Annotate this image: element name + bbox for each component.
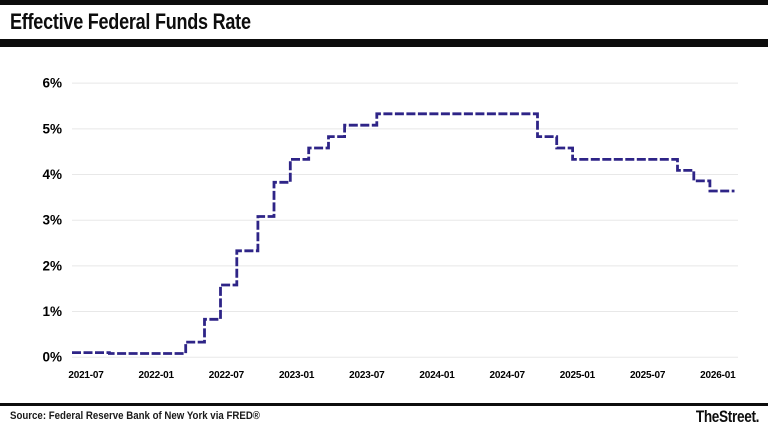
y-tick-label: 5%: [42, 121, 62, 136]
page-title: Effective Federal Funds Rate: [10, 9, 251, 34]
y-tick-label: 3%: [42, 213, 62, 228]
y-tick-label: 0%: [42, 350, 62, 365]
x-tick-label: 2021-07: [68, 370, 104, 381]
y-tick-label: 2%: [42, 258, 62, 273]
x-tick-label: 2026-01: [700, 370, 736, 381]
source-attribution: Source: Federal Reserve Bank of New York…: [10, 410, 260, 422]
x-tick-label: 2025-01: [560, 370, 596, 381]
x-tick-label: 2023-07: [349, 370, 385, 381]
thestreet-logo: TheStreet.: [695, 407, 760, 426]
x-tick-label: 2025-07: [630, 370, 666, 381]
footer-divider-bar: [0, 403, 768, 406]
x-tick-label: 2022-01: [139, 370, 175, 381]
x-tick-label: 2022-07: [209, 370, 245, 381]
x-tick-label: 2024-07: [490, 370, 526, 381]
y-tick-label: 6%: [42, 76, 62, 91]
y-tick-label: 1%: [42, 304, 62, 319]
y-tick-label: 4%: [42, 167, 62, 182]
x-tick-label: 2023-01: [279, 370, 315, 381]
top-accent-bar: [0, 0, 768, 5]
title-divider-bar: [0, 39, 768, 47]
x-tick-label: 2024-01: [419, 370, 455, 381]
ffr-step-line: [72, 112, 735, 355]
